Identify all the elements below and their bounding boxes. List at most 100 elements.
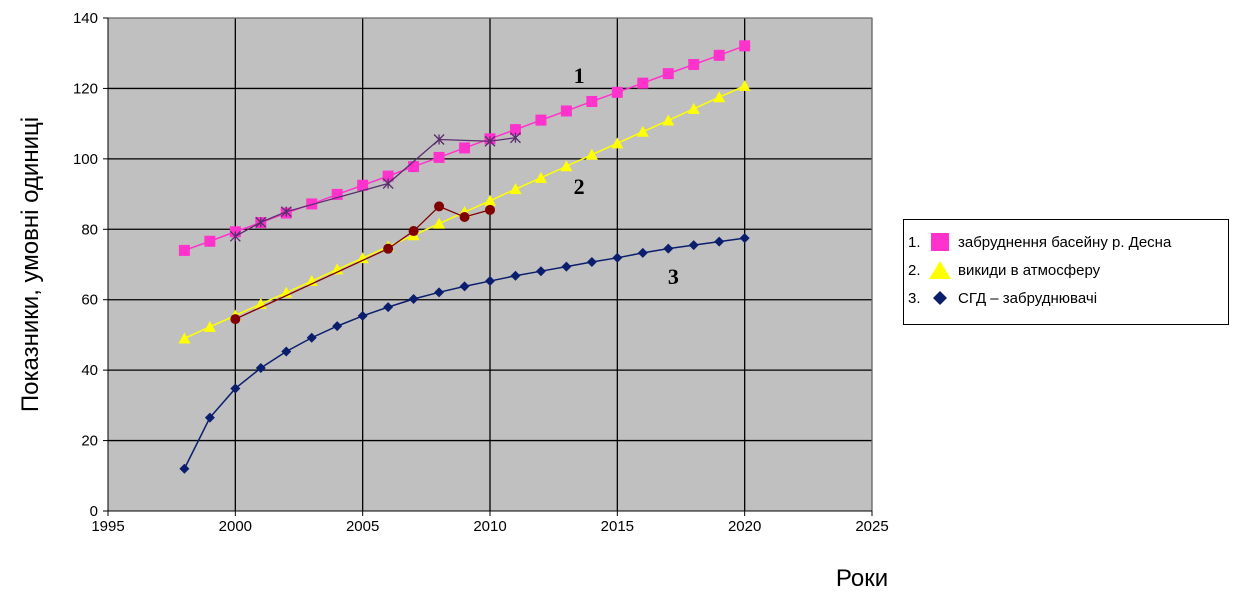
data-point: [485, 204, 495, 215]
data-point: [408, 161, 420, 173]
legend-label: СГД – забруднювачі: [958, 289, 1098, 307]
data-point: [611, 86, 623, 98]
data-point: [485, 276, 495, 287]
data-point: [535, 266, 546, 277]
legend: 1. забруднення басейну р. Десна 2. викид…: [903, 219, 1229, 325]
observed-series-1: [230, 201, 495, 325]
y-tick-label: 60: [81, 292, 98, 309]
data-point: [663, 243, 674, 254]
triangle-marker-icon: [928, 260, 952, 280]
legend-item-3: 3. СГД – забруднювачі: [908, 284, 1222, 312]
data-point: [433, 151, 445, 163]
data-point: [636, 125, 649, 137]
y-tick-label: 120: [73, 80, 98, 97]
y-tick-label: 40: [81, 362, 98, 379]
tick-labels: 1995 2000 2005 2010 2015 2020 2025 0 20 40 60 80 100…: [73, 10, 889, 535]
data-point: [255, 216, 267, 228]
data-point: [306, 332, 317, 343]
y-tick-label: 20: [81, 433, 98, 450]
data-point: [229, 230, 241, 242]
data-point: [382, 170, 394, 182]
data-point: [714, 236, 725, 247]
data-point: [586, 257, 597, 268]
data-point: [459, 211, 470, 222]
data-point: [383, 243, 394, 254]
observed-series-2: [229, 132, 521, 242]
data-point: [687, 102, 700, 114]
data-point: [255, 363, 266, 374]
data-point: [612, 252, 623, 263]
data-point: [611, 137, 624, 149]
data-point: [383, 302, 394, 313]
data-point: [535, 114, 547, 126]
data-point: [560, 160, 573, 172]
data-point: [204, 235, 216, 247]
data-point: [509, 183, 522, 195]
data-point: [230, 314, 241, 325]
legend-label: викиди в атмосферу: [958, 261, 1101, 279]
data-point: [433, 217, 446, 229]
square-marker-icon: [928, 232, 952, 252]
data-point: [534, 171, 547, 183]
x-tick-label: 2010: [473, 518, 506, 535]
curve-label-2: 2: [574, 174, 585, 199]
data-point: [510, 132, 521, 144]
y-tick-label: 140: [73, 10, 98, 27]
data-point: [357, 310, 368, 321]
data-point: [688, 240, 699, 251]
data-point: [433, 134, 445, 145]
diamond-marker-icon: [928, 288, 952, 308]
data-point: [408, 226, 419, 237]
y-axis-title: Показники, умовні одиниці: [17, 117, 44, 412]
data-point: [739, 233, 750, 244]
legend-number: 2.: [908, 261, 921, 279]
data-point: [739, 40, 751, 52]
data-point: [178, 244, 190, 256]
grid-lines: [107, 17, 873, 512]
series-layer: [178, 40, 751, 474]
curve-label-1: 1: [574, 63, 585, 88]
legend-item-2: 2. викиди в атмосферу: [908, 256, 1222, 284]
data-point: [586, 95, 598, 107]
data-point: [331, 263, 344, 275]
data-point: [509, 124, 521, 136]
series-3: [179, 233, 750, 474]
data-point: [585, 148, 598, 160]
data-point: [459, 142, 471, 154]
data-point: [382, 178, 394, 189]
data-point: [434, 201, 445, 212]
axes: [103, 17, 873, 516]
data-point: [560, 105, 572, 117]
legend-number: 1.: [908, 233, 921, 251]
data-point: [662, 114, 675, 126]
data-point: [713, 91, 726, 103]
legend-item-1: 1. забруднення басейну р. Десна: [908, 228, 1222, 256]
data-point: [662, 68, 674, 80]
data-point: [561, 261, 572, 272]
legend-label: забруднення басейну р. Десна: [958, 233, 1172, 251]
y-tick-label: 80: [81, 221, 98, 238]
data-point: [510, 270, 521, 281]
data-point: [179, 463, 190, 474]
x-tick-label: 1995: [91, 518, 124, 535]
y-tick-label: 0: [90, 503, 98, 520]
data-point: [178, 332, 191, 344]
data-point: [484, 135, 496, 147]
data-point: [408, 294, 419, 305]
x-tick-label: 2005: [346, 518, 379, 535]
data-point: [738, 79, 751, 91]
data-point: [637, 247, 648, 258]
data-point: [203, 320, 216, 332]
data-point: [204, 412, 215, 423]
curve-labels: 1 2 3: [574, 63, 679, 289]
data-point: [356, 252, 369, 264]
data-point: [713, 49, 725, 61]
data-point: [230, 383, 241, 394]
data-point: [332, 321, 343, 332]
data-point: [280, 206, 292, 218]
x-tick-label: 2025: [855, 518, 888, 535]
x-tick-label: 2020: [728, 518, 761, 535]
x-tick-label: 2015: [601, 518, 634, 535]
curve-label-3: 3: [668, 264, 679, 289]
legend-number: 3.: [908, 289, 921, 307]
